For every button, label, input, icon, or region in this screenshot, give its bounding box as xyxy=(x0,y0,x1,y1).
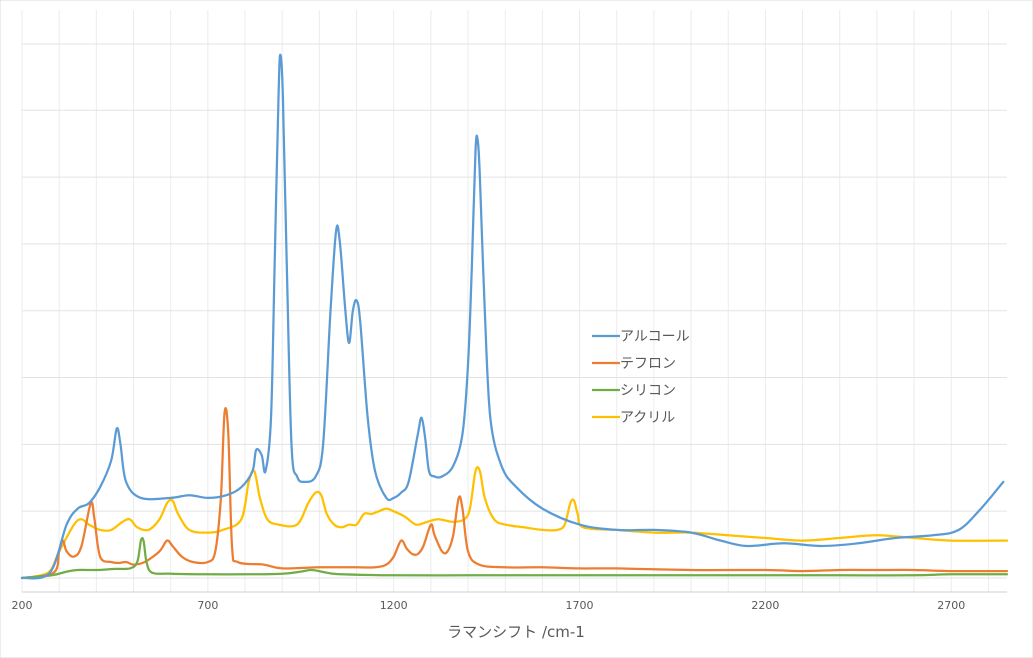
legend-item: テフロン xyxy=(592,356,676,372)
x-axis-title: ラマンシフト /cm-1 xyxy=(447,623,585,641)
x-tick-labels: 200 700 1200 1700 2200 2700 xyxy=(12,599,966,612)
gridlines xyxy=(21,10,1007,593)
series-line-0 xyxy=(20,53,1005,580)
legend-item: アルコール xyxy=(592,329,690,345)
x-tick-label: 200 xyxy=(12,599,33,612)
x-tick-label: 2700 xyxy=(937,599,965,612)
legend-item: アクリル xyxy=(592,410,675,426)
x-tick-label: 1700 xyxy=(566,599,594,612)
series-line-3 xyxy=(20,466,1009,580)
x-tick-label: 700 xyxy=(197,599,218,612)
legend-label: アクリル xyxy=(620,410,675,426)
x-tick-label: 1200 xyxy=(380,599,408,612)
x-tick-label: 2200 xyxy=(751,599,779,612)
legend-label: アルコール xyxy=(620,329,690,345)
series-line-1 xyxy=(20,407,1009,580)
legend-label: シリコン xyxy=(620,383,676,399)
legend-item: シリコン xyxy=(592,383,676,399)
legend-label: テフロン xyxy=(620,356,676,372)
series-group xyxy=(20,53,1009,580)
series-line-2 xyxy=(20,536,1009,580)
